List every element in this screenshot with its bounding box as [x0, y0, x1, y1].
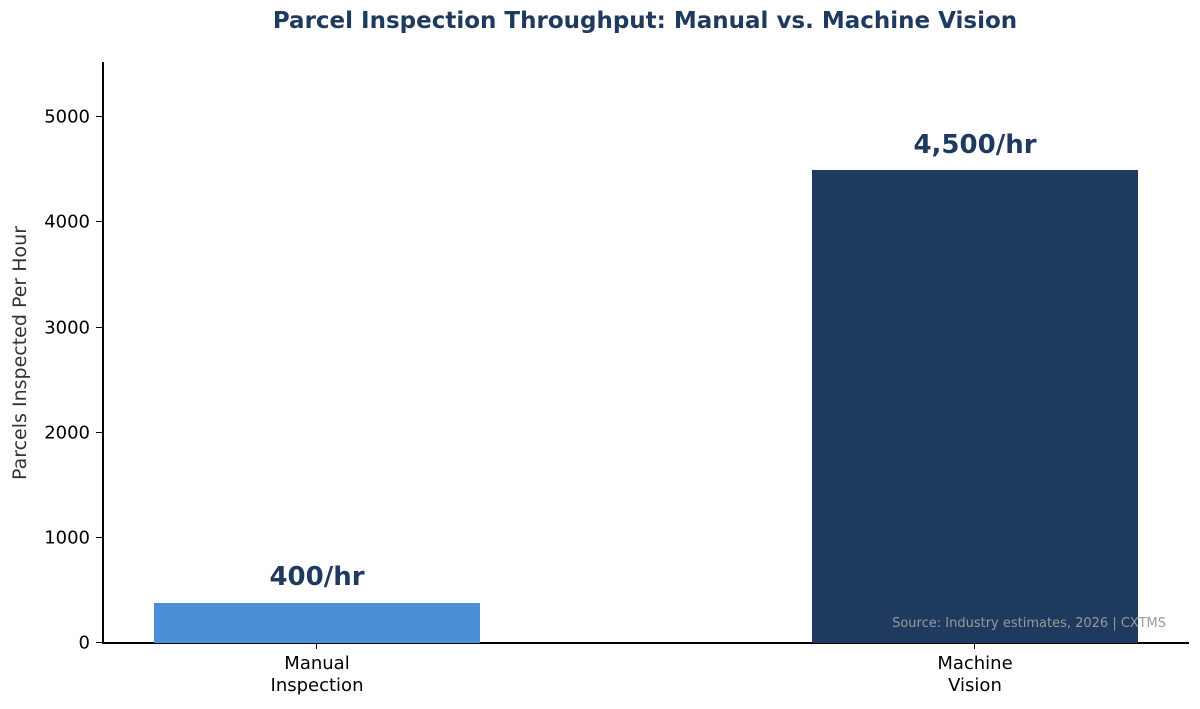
y-tick [96, 327, 102, 329]
x-tick-label-manual: Manual Inspection [271, 653, 364, 697]
y-axis-line [102, 62, 104, 644]
y-tick [96, 432, 102, 434]
y-tick-label: 2000 [44, 422, 90, 444]
y-tick-label: 0 [78, 632, 90, 654]
y-axis-label: Parcels Inspected Per Hour [9, 225, 31, 481]
y-tick [96, 537, 102, 539]
x-tick-label-line: Manual [284, 653, 350, 674]
x-tick-label-line: Machine [937, 653, 1013, 674]
x-tick [316, 643, 318, 649]
x-tick-label-machine: Machine Vision [937, 653, 1012, 697]
chart-title: Parcel Inspection Throughput: Manual vs.… [272, 8, 1018, 34]
y-tick [96, 116, 102, 118]
y-tick-label: 3000 [44, 317, 90, 339]
x-tick-label-line: Vision [948, 675, 1002, 696]
bar-value-label-manual: 400/hr [269, 562, 365, 592]
bar-manual-inspection [154, 603, 480, 643]
bar-machine-vision [812, 170, 1138, 643]
y-tick-label: 4000 [44, 211, 90, 233]
x-tick-label-line: Inspection [270, 675, 364, 696]
bar-value-label-machine: 4,500/hr [913, 130, 1037, 160]
y-tick [96, 642, 102, 644]
y-tick [96, 221, 102, 223]
x-tick [974, 643, 976, 649]
y-tick-label: 5000 [44, 106, 90, 128]
source-annotation: Source: Industry estimates, 2026 | CXTMS [892, 616, 1166, 631]
x-axis-line [102, 642, 1189, 644]
y-tick-label: 1000 [44, 527, 90, 549]
